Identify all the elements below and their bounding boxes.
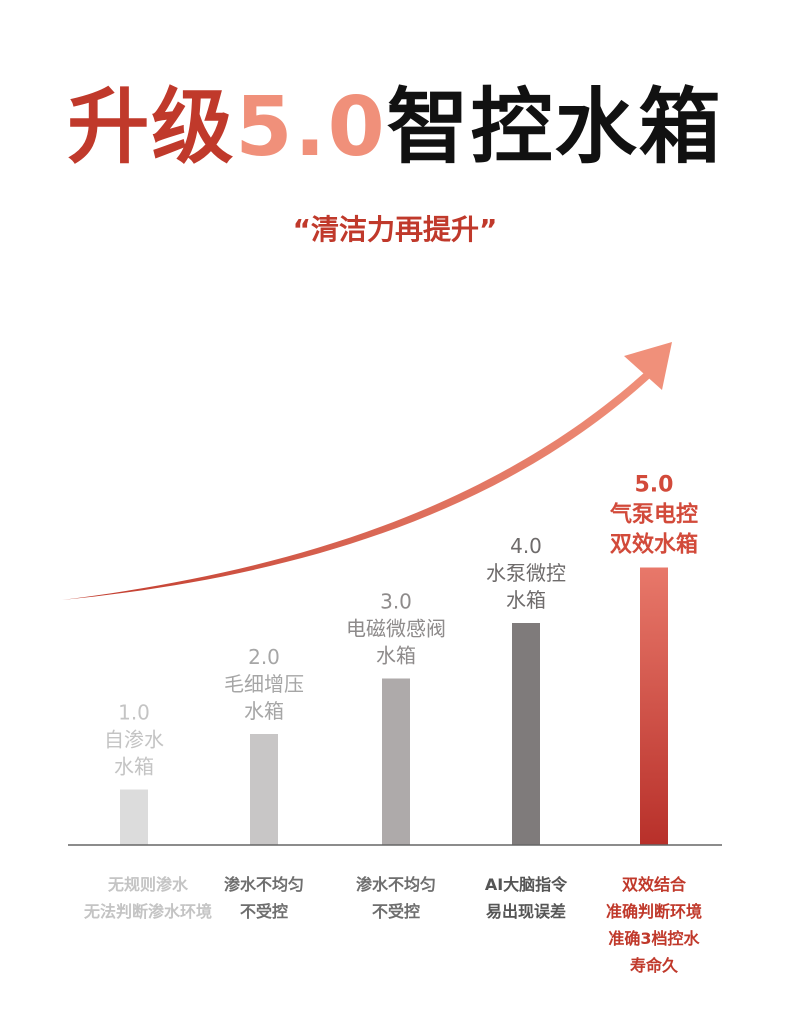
growth-arrow bbox=[62, 342, 672, 600]
bottom-label-5-line-1: 双效结合 bbox=[622, 875, 687, 894]
top-label-1-line-1: 1.0 bbox=[118, 701, 150, 725]
bottom-label-2-line-2: 不受控 bbox=[240, 902, 288, 921]
bottom-label-3-line-2: 不受控 bbox=[372, 902, 420, 921]
top-label-3-line-2: 电磁微感阀 bbox=[346, 617, 446, 641]
top-label-5-line-3: 双效水箱 bbox=[610, 532, 698, 558]
page-title: 升级5.0智控水箱 bbox=[0, 78, 790, 178]
title-part-upgrade: 升级 bbox=[67, 80, 236, 175]
title-part-version: 5.0 bbox=[235, 80, 387, 175]
top-label-3-line-3: 水箱 bbox=[376, 644, 416, 668]
bottom-label-4-line-2: 易出现误差 bbox=[486, 902, 566, 921]
bottom-label-1-line-2: 无法判断渗水环境 bbox=[83, 902, 212, 921]
top-label-4-line-2: 水泵微控 bbox=[486, 561, 566, 585]
top-label-1-line-3: 水箱 bbox=[114, 755, 154, 779]
top-label-4-line-3: 水箱 bbox=[506, 588, 546, 612]
bar-2.0 bbox=[250, 734, 278, 845]
growth-arrow-head bbox=[624, 342, 672, 390]
top-label-5-line-2: 气泵电控 bbox=[609, 502, 698, 528]
top-label-5-line-1: 5.0 bbox=[635, 473, 674, 498]
top-label-4-line-1: 4.0 bbox=[510, 534, 542, 558]
bottom-label-1-line-1: 无规则渗水 bbox=[107, 875, 189, 894]
top-label-3-line-1: 3.0 bbox=[380, 590, 412, 614]
bar-5.0 bbox=[640, 567, 668, 845]
top-label-1-line-2: 自渗水 bbox=[104, 728, 164, 752]
page-subtitle: “清洁力再提升” bbox=[292, 213, 498, 246]
bar-1.0 bbox=[120, 789, 148, 845]
top-label-2-line-1: 2.0 bbox=[248, 645, 280, 669]
bottom-label-3-line-1: 渗水不均匀 bbox=[356, 875, 436, 894]
bar-3.0 bbox=[382, 678, 410, 845]
bar-4.0 bbox=[512, 623, 540, 845]
top-label-2-line-2: 毛细增压 bbox=[224, 672, 304, 696]
title-part-product: 智控水箱 bbox=[386, 80, 723, 175]
bottom-label-5-line-4: 寿命久 bbox=[630, 956, 679, 975]
bottom-label-2-line-1: 渗水不均匀 bbox=[224, 875, 304, 894]
bottom-label-5-line-2: 准确判断环境 bbox=[606, 902, 702, 921]
bottom-label-4-line-1: AI大脑指令 bbox=[485, 875, 568, 894]
top-label-2-line-3: 水箱 bbox=[244, 699, 284, 723]
bottom-label-5-line-3: 准确3档控水 bbox=[608, 929, 700, 948]
